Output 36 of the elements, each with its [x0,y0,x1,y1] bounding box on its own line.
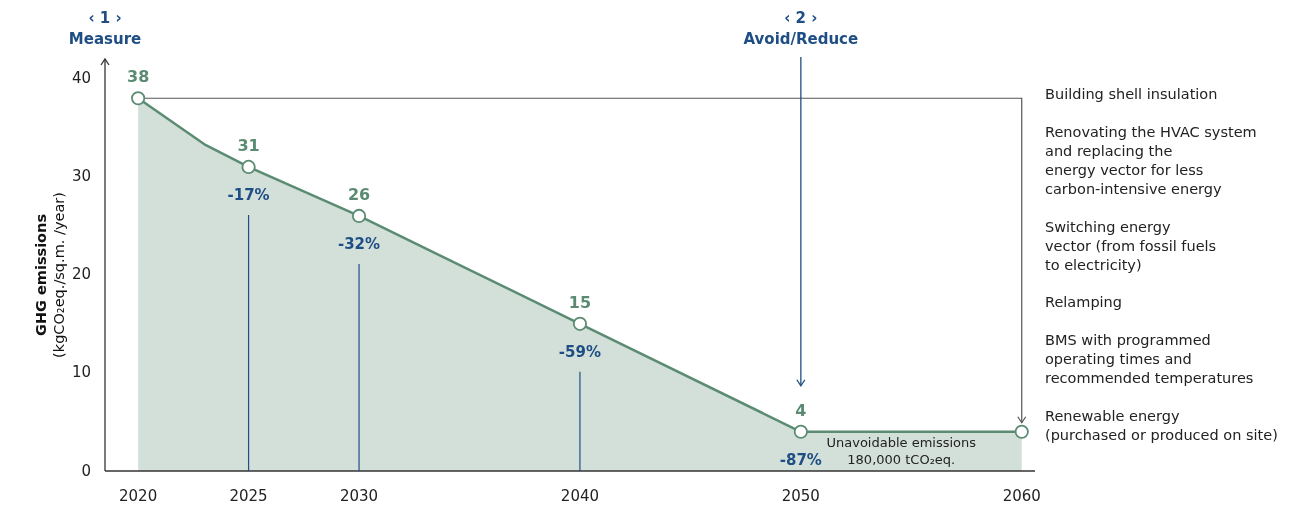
text: Relamping [1045,294,1123,311]
point [572,316,588,331]
annotation: -17% [227,185,270,204]
point [1014,424,1029,439]
y-tick-label: 20 [71,265,91,284]
text: Renovating the HVAC system and replacing the energy vector for less carbon-intensive energy [1045,123,1257,197]
text: BMS with programmed operating times and recommended temperatures [1045,332,1254,387]
annotation: Unavoidable emissions 180,000 tCO₂eq. [826,434,977,467]
text: Renewable energy (purchased or produced on site) [1045,408,1278,443]
y-axis-title: GHG emissions (kgCO₂eq./sq.m. /year) [33,192,67,358]
x-tick-label: 2060 [1002,486,1041,505]
y-tick-label: 30 [71,167,91,186]
text: ‹ 2 › Avoid/Reduce [743,8,859,48]
annotation: -87% [779,450,822,469]
annotation: -32% [337,234,381,253]
point [793,424,808,439]
data-label: 4 [795,400,807,420]
text: Building shell insulation [1045,86,1218,102]
data-label: 26 [347,184,371,204]
x-tick-label: 2025 [229,486,268,505]
point [131,91,146,106]
annotation: -59% [558,342,602,361]
x-tick-label: 2040 [560,486,600,505]
point [241,159,256,174]
point [351,208,367,224]
data-label: 15 [568,292,592,312]
y-tick-label: 10 [71,363,91,382]
data-label: 31 [237,135,260,155]
data-label: 38 [127,67,150,87]
y-tick-label: 40 [71,69,91,88]
y-tick-label: 0 [81,461,91,480]
x-tick-label: 2050 [781,486,820,505]
text: ‹ 1 › Measure [68,8,142,48]
x-tick-label: 2030 [339,486,379,505]
text: Switching energy vector (from fossil fuels to electricity) [1045,218,1217,273]
x-tick-label: 2020 [119,486,158,505]
